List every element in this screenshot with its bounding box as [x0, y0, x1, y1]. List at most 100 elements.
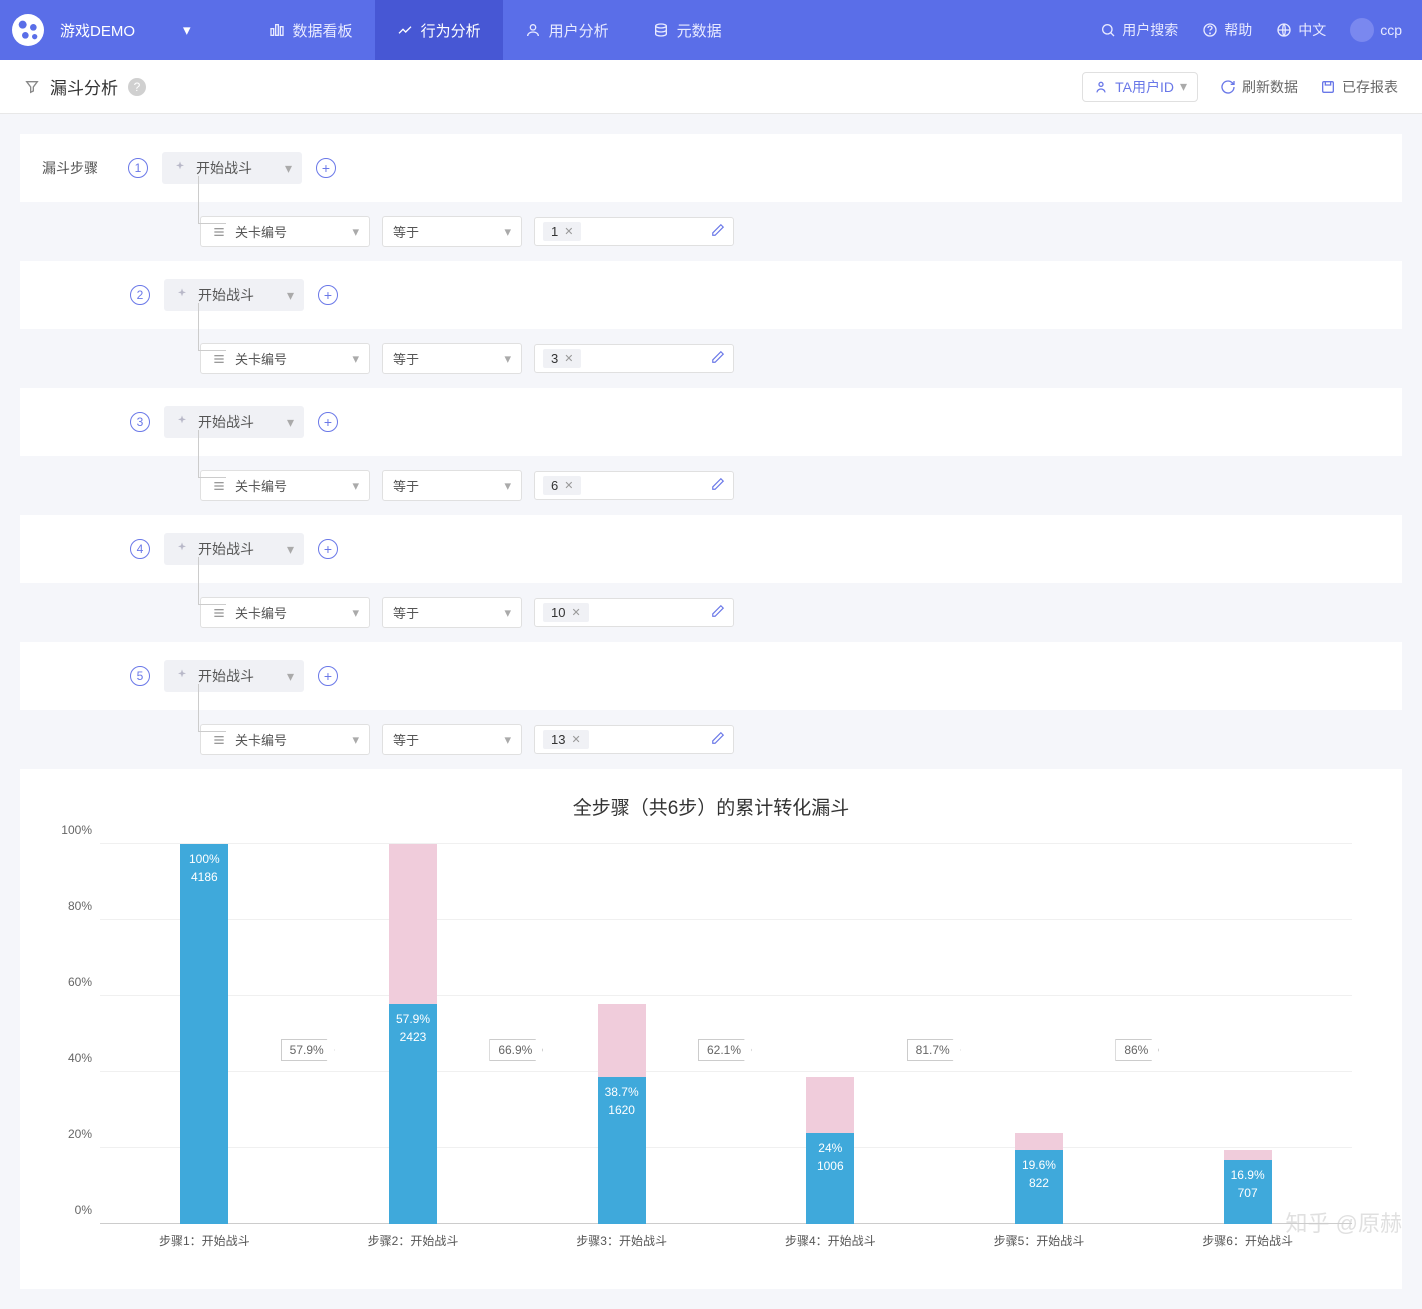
- saved-reports-button[interactable]: 已存报表: [1320, 77, 1398, 97]
- bar-fill-segment[interactable]: 24%1006: [806, 1133, 854, 1224]
- step-number-badge: 3: [130, 412, 150, 432]
- bar-fill-segment[interactable]: 19.6%822: [1015, 1150, 1063, 1224]
- ta-user-selector[interactable]: TA用户ID ▾: [1082, 72, 1198, 102]
- user-menu[interactable]: ccp: [1350, 18, 1402, 42]
- chevron-down-icon: ▾: [504, 224, 511, 240]
- bar-ghost-segment: [1015, 1133, 1063, 1150]
- remove-tag-icon[interactable]: ✕: [571, 733, 580, 746]
- chevron-down-icon: ▾: [287, 414, 294, 431]
- remove-tag-icon[interactable]: ✕: [564, 479, 573, 492]
- step-number-badge: 5: [130, 666, 150, 686]
- add-filter-button[interactable]: +: [318, 666, 338, 686]
- add-filter-button[interactable]: +: [316, 158, 336, 178]
- nav-user-analysis[interactable]: 用户分析: [503, 0, 631, 60]
- chart-plot-area: 0%20%40%60%80%100% 100%418657.9%242338.7…: [100, 844, 1352, 1224]
- funnel-step-header: 3 开始战斗 ▾ +: [20, 388, 1402, 456]
- chevron-down-icon: ▾: [504, 478, 511, 494]
- bar-count-label: 707: [1238, 1184, 1258, 1202]
- chevron-down-icon: ▾: [352, 224, 359, 240]
- event-selector[interactable]: 开始战斗 ▾: [164, 533, 304, 565]
- list-icon: [211, 478, 227, 494]
- funnel-step-filter: 关卡编号 ▾ 等于 ▾ 10 ✕: [20, 583, 1402, 642]
- app-selector[interactable]: 游戏DEMO ▾: [60, 20, 207, 41]
- filter-op: 等于: [393, 476, 419, 495]
- add-filter-button[interactable]: +: [318, 285, 338, 305]
- filter-operator-selector[interactable]: 等于 ▾: [382, 343, 522, 374]
- filter-operator-selector[interactable]: 等于 ▾: [382, 597, 522, 628]
- edit-icon[interactable]: [711, 731, 725, 748]
- app-name: 游戏DEMO: [60, 20, 135, 41]
- bar-stack: 19.6%822: [1015, 1133, 1063, 1224]
- bar-pct-label: 38.7%: [605, 1083, 639, 1101]
- connector-line: [198, 684, 226, 732]
- filter-value-input[interactable]: 3 ✕: [534, 344, 734, 373]
- chevron-down-icon: ▾: [285, 160, 292, 177]
- funnel-step-header: 4 开始战斗 ▾ +: [20, 515, 1402, 583]
- bar-fill-segment[interactable]: 16.9%707: [1224, 1160, 1272, 1224]
- event-selector[interactable]: 开始战斗 ▾: [164, 406, 304, 438]
- nav-metadata[interactable]: 元数据: [631, 0, 744, 60]
- chart-title: 全步骤（共6步）的累计转化漏斗: [50, 793, 1372, 820]
- nav-right: 用户搜索 帮助 中文 ccp: [1100, 18, 1402, 42]
- funnel-step-header: 5 开始战斗 ▾ +: [20, 642, 1402, 710]
- chevron-down-icon: ▾: [352, 732, 359, 748]
- bar-fill-segment[interactable]: 38.7%1620: [598, 1077, 646, 1224]
- bar-pct-label: 57.9%: [396, 1010, 430, 1028]
- event-selector[interactable]: 开始战斗 ▾: [164, 279, 304, 311]
- logo-icon[interactable]: [12, 14, 44, 46]
- event-selector[interactable]: 开始战斗 ▾: [162, 152, 302, 184]
- value-tag: 10 ✕: [543, 603, 589, 622]
- value-tag: 3 ✕: [543, 349, 581, 368]
- y-axis-tick: 0%: [75, 1203, 92, 1217]
- chart-panel: 全步骤（共6步）的累计转化漏斗 0%20%40%60%80%100% 100%4…: [20, 769, 1402, 1289]
- funnel-step-filter: 关卡编号 ▾ 等于 ▾ 13 ✕: [20, 710, 1402, 769]
- chevron-down-icon: ▾: [287, 668, 294, 685]
- user-icon: [525, 22, 541, 38]
- sparkle-icon: [174, 541, 190, 557]
- value-text: 1: [551, 224, 558, 239]
- bar-fill-segment[interactable]: 100%4186: [180, 844, 228, 1224]
- step-number-badge: 2: [130, 285, 150, 305]
- refresh-icon: [1220, 79, 1236, 95]
- bar-pct-label: 24%: [818, 1139, 842, 1157]
- username: ccp: [1380, 22, 1402, 38]
- filter-value-input[interactable]: 13 ✕: [534, 725, 734, 754]
- value-text: 3: [551, 351, 558, 366]
- edit-icon[interactable]: [711, 223, 725, 240]
- edit-icon[interactable]: [711, 604, 725, 621]
- nav-behavior[interactable]: 行为分析: [375, 0, 503, 60]
- user-search-button[interactable]: 用户搜索: [1100, 20, 1178, 40]
- refresh-button[interactable]: 刷新数据: [1220, 77, 1298, 97]
- lang-button[interactable]: 中文: [1276, 20, 1326, 40]
- filter-value-input[interactable]: 10 ✕: [534, 598, 734, 627]
- sparkle-icon: [174, 287, 190, 303]
- nav-label: 元数据: [677, 20, 722, 41]
- help-tooltip-icon[interactable]: ?: [128, 78, 146, 96]
- bar-fill-segment[interactable]: 57.9%2423: [389, 1004, 437, 1224]
- edit-icon[interactable]: [711, 350, 725, 367]
- remove-tag-icon[interactable]: ✕: [571, 606, 580, 619]
- filter-operator-selector[interactable]: 等于 ▾: [382, 470, 522, 501]
- add-filter-button[interactable]: +: [318, 412, 338, 432]
- remove-tag-icon[interactable]: ✕: [564, 225, 573, 238]
- remove-tag-icon[interactable]: ✕: [564, 352, 573, 365]
- filter-value-input[interactable]: 6 ✕: [534, 471, 734, 500]
- chevron-down-icon: ▾: [504, 605, 511, 621]
- bar-stack: 16.9%707: [1224, 1150, 1272, 1224]
- chevron-down-icon: ▾: [287, 541, 294, 558]
- list-icon: [211, 351, 227, 367]
- nav-label: 数据看板: [293, 20, 353, 41]
- event-selector[interactable]: 开始战斗 ▾: [164, 660, 304, 692]
- add-filter-button[interactable]: +: [318, 539, 338, 559]
- filter-operator-selector[interactable]: 等于 ▾: [382, 216, 522, 247]
- chevron-down-icon: ▾: [352, 605, 359, 621]
- nav-tabs: 数据看板 行为分析 用户分析 元数据: [247, 0, 744, 60]
- edit-icon[interactable]: [711, 477, 725, 494]
- help-button[interactable]: 帮助: [1202, 20, 1252, 40]
- chevron-down-icon: ▾: [504, 732, 511, 748]
- nav-dashboard[interactable]: 数据看板: [247, 0, 375, 60]
- event-name: 开始战斗: [198, 539, 254, 559]
- filter-operator-selector[interactable]: 等于 ▾: [382, 724, 522, 755]
- filter-value-input[interactable]: 1 ✕: [534, 217, 734, 246]
- label: 已存报表: [1342, 77, 1398, 97]
